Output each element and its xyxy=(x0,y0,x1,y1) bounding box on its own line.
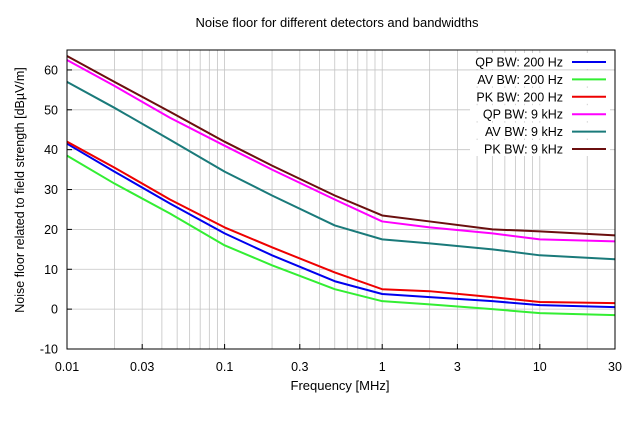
legend-label: QP BW: 9 kHz xyxy=(483,108,563,122)
y-tick-label: 50 xyxy=(44,103,58,117)
legend-backdrop xyxy=(470,105,610,122)
y-tick-label: 10 xyxy=(44,263,58,277)
legend-label: PK BW: 9 kHz xyxy=(484,143,563,157)
chart-title: Noise floor for different detectors and … xyxy=(195,15,479,30)
series-line-qp-bw-200-hz xyxy=(66,142,616,309)
y-tick-label: -10 xyxy=(40,343,58,357)
legend-label: AV BW: 200 Hz xyxy=(477,73,563,87)
x-tick-label: 0.3 xyxy=(291,360,308,374)
y-tick-label: 0 xyxy=(51,303,58,317)
legend-label: AV BW: 9 kHz xyxy=(485,125,563,139)
y-tick-label: 40 xyxy=(44,143,58,157)
series-line-pk-bw-200-hz xyxy=(66,140,616,305)
legend-backdrop xyxy=(470,140,610,156)
series-lines xyxy=(66,55,616,317)
legend-backdrop xyxy=(470,53,610,69)
x-axis-label: Frequency [MHz] xyxy=(291,378,390,393)
legend-backdrop xyxy=(470,70,610,87)
x-tick-label: 0.03 xyxy=(130,360,154,374)
y-tick-label: 20 xyxy=(44,223,58,237)
series-line-av-bw-200-hz xyxy=(66,154,616,317)
y-tick-label: 30 xyxy=(44,183,58,197)
axis-ticks: 0.01 0.03 0.1 0.3 1 3 10 30 -10 0 10 20 30 40 50 60 xyxy=(40,63,622,374)
plot-border xyxy=(66,49,616,350)
legend-label: PK BW: 200 Hz xyxy=(476,90,563,104)
x-tick-label: 3 xyxy=(454,360,461,374)
x-tick-label: 10 xyxy=(533,360,547,374)
legend-backdrop xyxy=(470,87,610,104)
plot-frame xyxy=(66,49,616,350)
y-tick-label: 60 xyxy=(44,63,58,77)
legend: QP BW: 200 Hz AV BW: 200 Hz PK BW: 200 Hz Q… xyxy=(470,53,610,157)
series-line-qp-bw-9-khz xyxy=(66,59,616,243)
x-tick-label: 0.1 xyxy=(216,360,233,374)
legend-label: QP BW: 200 Hz xyxy=(475,56,563,70)
y-axis-label: Noise floor related to field strength [d… xyxy=(13,67,27,313)
x-tick-label: 0.01 xyxy=(55,360,79,374)
series-line-pk-bw-9-khz xyxy=(66,55,616,237)
legend-backdrop xyxy=(470,122,610,139)
x-tick-label: 1 xyxy=(379,360,386,374)
series-line-av-bw-9-khz xyxy=(66,81,616,261)
x-tick-label: 30 xyxy=(608,360,622,374)
